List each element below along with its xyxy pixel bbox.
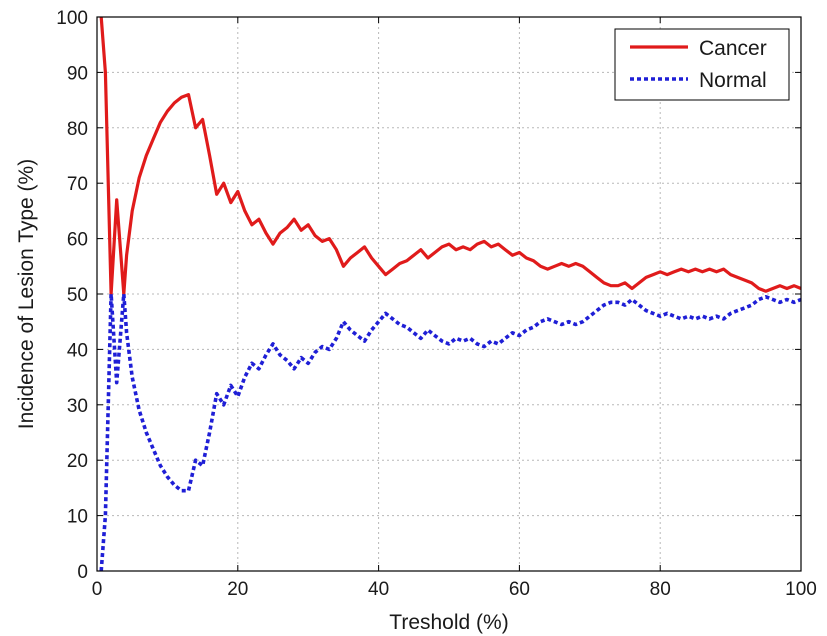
x-tick-label: 0	[92, 579, 103, 600]
y-tick-label: 60	[67, 230, 88, 251]
x-axis-ticks: 0 20 40 60 80 100	[92, 17, 817, 600]
x-tick-label: 40	[368, 579, 389, 600]
y-tick-label: 50	[67, 285, 88, 306]
y-axis-label: Incidence of Lesion Type (%)	[15, 159, 38, 429]
y-tick-label: 30	[67, 396, 88, 417]
legend: Cancer Normal	[614, 28, 790, 101]
legend-label-cancer: Cancer	[699, 37, 767, 60]
y-tick-label: 80	[67, 119, 88, 140]
x-axis-label: Treshold (%)	[389, 611, 508, 634]
y-tick-label: 0	[77, 562, 88, 583]
y-axis-ticks: 0 10 20 30 40 50 60 70 80 90 100	[56, 8, 801, 583]
y-tick-label: 70	[67, 174, 88, 195]
x-tick-label: 80	[650, 579, 671, 600]
y-tick-label: 100	[56, 8, 88, 29]
x-tick-label: 20	[227, 579, 248, 600]
y-tick-label: 20	[67, 451, 88, 472]
y-tick-label: 40	[67, 340, 88, 361]
series-layer	[99, 16, 802, 572]
x-tick-label: 60	[509, 579, 530, 600]
grid-lines	[97, 17, 801, 571]
y-tick-label: 10	[67, 507, 88, 528]
legend-box	[614, 28, 790, 101]
x-tick-label: 100	[785, 579, 817, 600]
y-tick-label: 90	[67, 63, 88, 84]
legend-label-normal: Normal	[699, 69, 767, 92]
series-line-cancer	[99, 16, 802, 296]
